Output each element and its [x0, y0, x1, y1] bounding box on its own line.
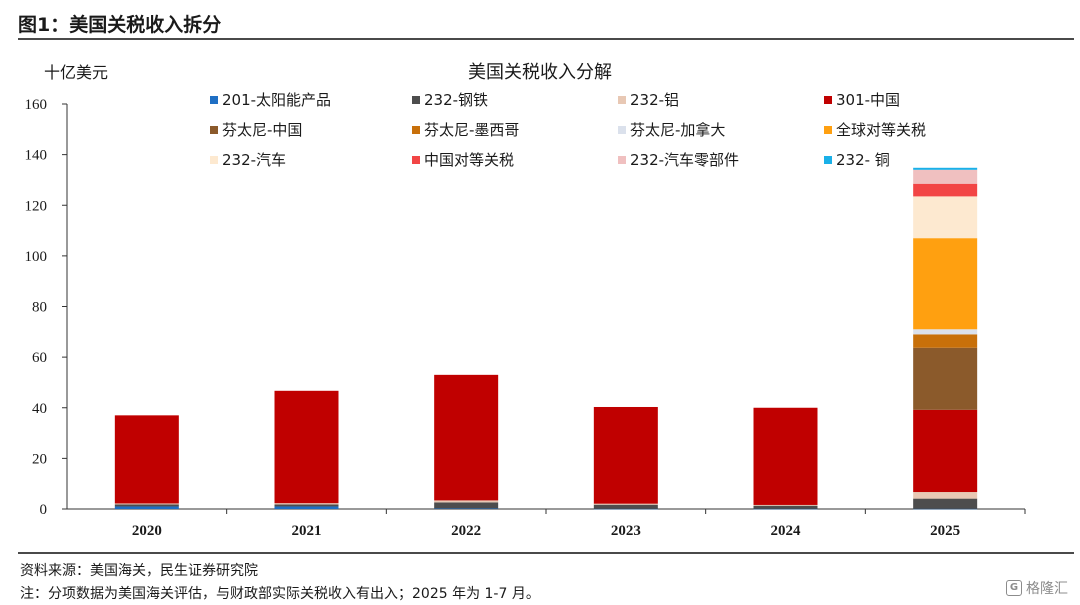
legend-swatch: [824, 126, 832, 134]
bar-segment: [114, 503, 179, 505]
chart-title: 美国关税收入分解: [468, 62, 612, 83]
y-tick-label: 140: [25, 148, 48, 164]
legend-swatch: [412, 96, 420, 104]
watermark-text: 格隆汇: [1026, 581, 1068, 597]
x-tick-label: 2021: [292, 523, 322, 539]
bar-segment: [753, 407, 818, 505]
y-axis-unit-label: 十亿美元: [44, 63, 108, 82]
legend-swatch: [824, 156, 832, 164]
x-tick-label: 2022: [451, 523, 481, 539]
legend-swatch: [412, 156, 420, 164]
bar-segment: [753, 504, 818, 506]
bar-segment: [274, 390, 339, 504]
legend-label: 232-钢铁: [424, 91, 488, 109]
legend-label: 芬太尼-墨西哥: [424, 121, 519, 139]
legend-swatch: [618, 96, 626, 104]
bar-segment: [913, 334, 978, 348]
legend-swatch: [210, 126, 218, 134]
x-tick-label: 2020: [132, 523, 162, 539]
bar-segment: [593, 503, 658, 505]
legend-label: 232-铝: [630, 91, 679, 109]
x-tick-label: 2025: [930, 523, 960, 539]
bar-segment: [913, 508, 978, 510]
bar-segment: [913, 183, 978, 197]
bar-segment: [753, 508, 818, 510]
legend-swatch: [824, 96, 832, 104]
bar-segment: [593, 508, 658, 510]
x-tick-label: 2024: [771, 523, 802, 539]
legend-label: 232-汽车: [222, 151, 286, 169]
y-tick-label: 100: [25, 249, 48, 265]
legend-swatch: [210, 96, 218, 104]
bar-segment: [913, 498, 978, 509]
bar-segment: [114, 415, 179, 504]
bar-segment: [913, 329, 978, 335]
bar-segment: [593, 504, 658, 509]
legend-swatch: [618, 126, 626, 134]
bar-segment: [434, 374, 499, 501]
y-tick-label: 40: [32, 401, 47, 417]
bar-segment: [913, 167, 978, 170]
source-note: 资料来源：美国海关，民生证券研究院: [20, 563, 258, 579]
legend-label: 中国对等关税: [424, 151, 514, 169]
legend-label: 201-太阳能产品: [222, 91, 331, 109]
stacked-bar-chart: 十亿美元 美国关税收入分解 201-太阳能产品 232-钢铁 232-铝 301-中国…: [25, 62, 1026, 539]
y-tick-label: 0: [40, 502, 48, 518]
figure-title: 图1：美国关税收入拆分: [18, 14, 222, 36]
legend-label: 232- 铜: [836, 151, 890, 169]
bar-segment: [114, 506, 179, 509]
y-tick-label: 120: [25, 198, 48, 214]
bar-segment: [434, 502, 499, 509]
legend-label: 芬太尼-加拿大: [630, 121, 725, 139]
bar-segment: [913, 196, 978, 239]
bar-segment: [114, 504, 179, 507]
bars: [114, 167, 978, 510]
y-tick-label: 80: [32, 300, 47, 316]
legend-label: 301-中国: [836, 91, 900, 109]
legend-swatch: [412, 126, 420, 134]
bar-segment: [913, 169, 978, 184]
bar-segment: [274, 504, 339, 507]
axes: 0 20 40 60 80 100 120 140 160 2020 2021 2022 2023 202…: [25, 97, 1026, 539]
g-logo-icon: G: [1006, 580, 1022, 596]
bar-segment: [913, 238, 978, 330]
bar-segment: [593, 406, 658, 504]
y-tick-label: 60: [32, 350, 47, 366]
bar-segment: [753, 505, 818, 509]
top-rule: [18, 38, 1074, 40]
bar-segment: [913, 347, 978, 410]
bar-segment: [913, 409, 978, 493]
x-tick-label: 2023: [611, 523, 641, 539]
bar-segment: [913, 492, 978, 499]
legend-label: 232-汽车零部件: [630, 151, 739, 169]
legend-label: 芬太尼-中国: [222, 121, 302, 139]
bar-segment: [274, 506, 339, 509]
y-tick-label: 20: [32, 451, 47, 467]
bar-segment: [274, 503, 339, 505]
footnote: 注：分项数据为美国海关评估，与财政部实际关税收入有出入；2025 年为 1-7 …: [20, 586, 540, 602]
legend-swatch: [210, 156, 218, 164]
watermark: G 格隆汇: [1006, 578, 1068, 598]
bar-segment: [434, 508, 499, 509]
bottom-rule: [18, 552, 1074, 554]
y-tick-label: 160: [25, 97, 48, 113]
legend-swatch: [618, 156, 626, 164]
bar-segment: [434, 500, 499, 503]
legend-label: 全球对等关税: [836, 121, 926, 139]
